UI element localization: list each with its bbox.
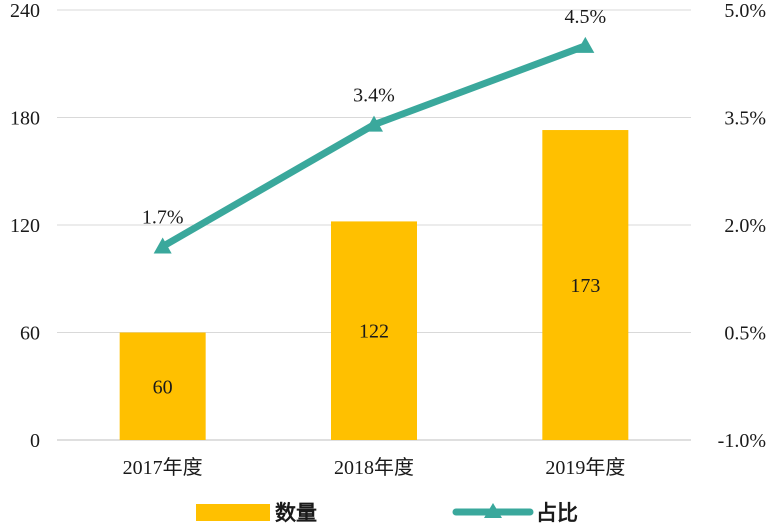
line-value-label: 4.5% — [564, 6, 606, 28]
left-tick-label: 60 — [20, 323, 40, 345]
bar-value-label: 173 — [570, 275, 600, 297]
line-value-label: 1.7% — [142, 207, 184, 229]
bar-data-labels: 60 122 173 — [153, 275, 601, 398]
line-series — [153, 36, 595, 254]
left-tick-label: 180 — [10, 108, 40, 130]
line-data-labels: 1.7% 3.4% 4.5% — [142, 6, 606, 229]
bar — [331, 221, 417, 440]
right-tick-label: -1.0% — [718, 430, 766, 452]
legend-line-marker — [484, 503, 502, 518]
category-label: 2019年度 — [545, 456, 625, 479]
left-tick-label: 120 — [10, 215, 40, 237]
line-marker — [576, 36, 595, 53]
right-tick-label: 2.0% — [724, 215, 766, 237]
left-tick-label: 0 — [30, 430, 40, 452]
right-tick-label: 5.0% — [724, 0, 766, 22]
category-label: 2018年度 — [334, 456, 414, 479]
category-axis-labels: 2017年度 2018年度 2019年度 — [123, 456, 626, 479]
line-value-label: 3.4% — [353, 85, 395, 107]
right-tick-label: 3.5% — [724, 108, 766, 130]
line-path — [159, 42, 589, 250]
bar — [542, 130, 629, 440]
line-marker — [365, 115, 383, 132]
category-label: 2017年度 — [123, 456, 203, 479]
legend: 数量 占比 — [196, 501, 578, 525]
right-axis-ticks: -1.0% 0.5% 2.0% 3.5% 5.0% — [718, 0, 766, 452]
legend-line-label: 占比 — [536, 501, 578, 525]
legend-bar-label: 数量 — [275, 501, 317, 525]
left-axis-ticks: 0 60 120 180 240 — [10, 0, 40, 452]
left-tick-label: 240 — [10, 0, 40, 22]
bar — [119, 332, 206, 440]
bar-value-label: 60 — [153, 376, 173, 398]
line-marker — [153, 237, 172, 254]
bar-value-label: 122 — [359, 321, 389, 343]
right-tick-label: 0.5% — [724, 323, 766, 345]
bar-series — [119, 130, 629, 440]
legend-bar-swatch — [196, 504, 270, 521]
